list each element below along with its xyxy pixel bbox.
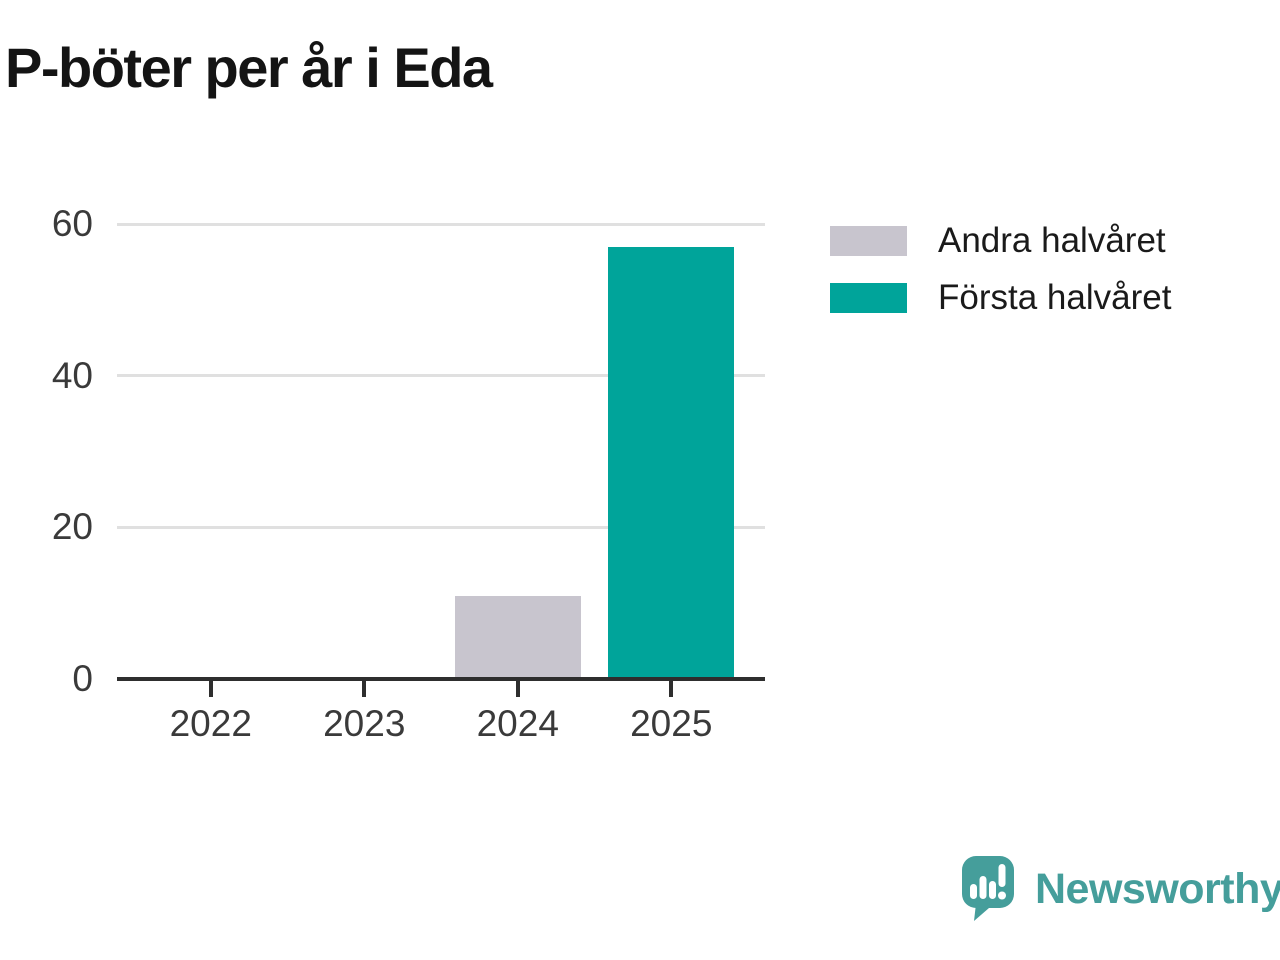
bar-2025-forsta-halvaret <box>608 246 735 679</box>
newsworthy-logo-icon <box>962 856 1014 921</box>
x-axis-line <box>117 677 765 681</box>
x-tick-label-2024: 2024 <box>476 703 559 744</box>
legend-swatch-forsta-halvaret <box>830 283 907 313</box>
legend-label-andra-halvaret: Andra halvåret <box>938 221 1166 260</box>
x-tick-label-2022: 2022 <box>169 703 252 744</box>
plot-area: 0 20 40 60 2022 2023 2024 2025 <box>52 203 765 744</box>
y-tick-label-60: 60 <box>51 203 93 244</box>
gridline-20 <box>117 525 765 529</box>
y-tick-label-20: 20 <box>51 506 93 548</box>
legend: Andra halvåret Första halvåret <box>830 221 1171 340</box>
legend-label-forsta-halvaret: Första halvåret <box>938 278 1172 317</box>
x-tick-2025 <box>669 681 674 697</box>
x-tick-2022 <box>208 681 213 697</box>
chart-title: P-böter per år i Eda <box>5 36 493 99</box>
newsworthy-logo-text: Newsworthy <box>1035 865 1280 913</box>
newsworthy-logo: Newsworthy <box>962 856 1280 922</box>
gridline-40 <box>117 374 765 378</box>
legend-item-andra-halvaret: Andra halvåret <box>830 221 1171 260</box>
x-tick-2024 <box>515 681 520 697</box>
y-tick-label-0: 0 <box>72 658 93 699</box>
legend-swatch-andra-halvaret <box>830 226 907 256</box>
bar-2024-andra-halvaret <box>454 595 581 679</box>
gridline-60 <box>117 222 765 226</box>
legend-item-forsta-halvaret: Första halvåret <box>830 278 1171 317</box>
x-tick-2023 <box>362 681 367 697</box>
x-tick-label-2023: 2023 <box>323 703 406 744</box>
y-tick-label-40: 40 <box>51 354 93 396</box>
x-tick-label-2025: 2025 <box>630 703 713 744</box>
